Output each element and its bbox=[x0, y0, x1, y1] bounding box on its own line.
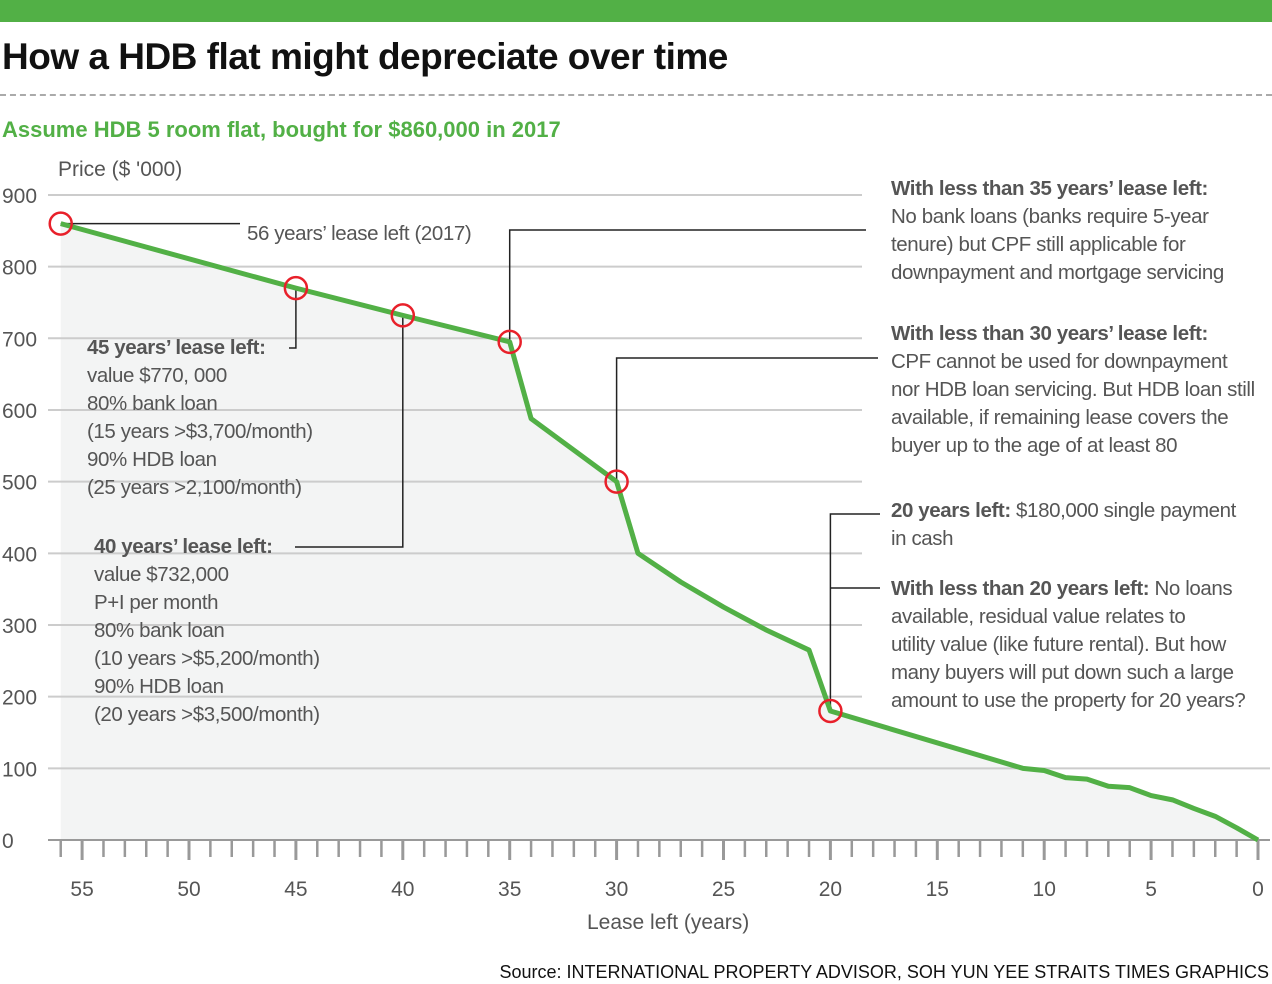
annotation-20-years: 20 years left: $180,000 single payment i… bbox=[891, 497, 1236, 553]
x-tick-label-0: 0 bbox=[1252, 878, 1264, 901]
annotation-line: tenure) but CPF still applicable for bbox=[891, 233, 1186, 256]
highlight-marker-35 bbox=[497, 329, 522, 355]
x-tick-label-10: 10 bbox=[1033, 878, 1056, 901]
y-tick-label-600: 600 bbox=[2, 400, 37, 423]
annotation-connector bbox=[289, 288, 297, 349]
annotation-line: many buyers will put down such a large bbox=[891, 661, 1234, 684]
annotation-line: nor HDB loan servicing. But HDB loan sti… bbox=[891, 378, 1255, 401]
annotation-line: amount to use the property for 20 years? bbox=[891, 689, 1246, 712]
annotation-connector bbox=[508, 229, 866, 342]
y-tick-label-400: 400 bbox=[2, 543, 37, 566]
x-tick-label-30: 30 bbox=[605, 878, 628, 901]
annotation-line: value $770, 000 bbox=[87, 364, 227, 387]
annotation-line: available, if remaining lease covers the bbox=[891, 406, 1229, 429]
top-accent-bar bbox=[0, 0, 1272, 22]
annotation-line: P+I per month bbox=[94, 591, 219, 614]
y-tick-label-700: 700 bbox=[2, 328, 37, 351]
annotation-title: 45 years’ lease left: bbox=[87, 336, 266, 359]
area-fill bbox=[60, 223, 1259, 840]
annotation-line: available, residual value relates to bbox=[891, 605, 1186, 628]
annotation-text: No loans bbox=[1149, 577, 1233, 600]
highlight-marker-45 bbox=[283, 275, 309, 301]
x-tick-label-55: 55 bbox=[70, 878, 93, 901]
y-tick-label-0: 0 bbox=[2, 830, 14, 853]
annotation-line: downpayment and mortgage servicing bbox=[891, 261, 1224, 284]
annotation-line: (10 years >$5,200/month) bbox=[94, 647, 320, 670]
annotation-text: $180,000 single payment bbox=[1010, 499, 1236, 522]
annotation-line: (25 years >2,100/month) bbox=[87, 476, 302, 499]
chart-title: How a HDB flat might depreciate over tim… bbox=[2, 36, 728, 77]
annotation-line: buyer up to the age of at least 80 bbox=[891, 434, 1178, 457]
x-tick-label-5: 5 bbox=[1145, 878, 1157, 901]
x-tick-label-50: 50 bbox=[177, 878, 200, 901]
annotation-line: 80% bank loan bbox=[87, 392, 218, 415]
annotation-line: utility value (like future rental). But … bbox=[891, 633, 1226, 656]
highlight-marker-40 bbox=[390, 303, 416, 328]
y-tick-label-200: 200 bbox=[2, 687, 37, 710]
x-tick-label-25: 25 bbox=[712, 878, 735, 901]
annotation-30-years: With less than 30 years’ lease left: CPF… bbox=[891, 320, 1255, 460]
annotation-line: value $732,000 bbox=[94, 563, 229, 586]
y-tick-label-300: 300 bbox=[2, 615, 37, 638]
annotation-40-years: 40 years’ lease left: value $732,000 P+I… bbox=[94, 533, 320, 729]
y-tick-label-500: 500 bbox=[2, 472, 37, 495]
annotation-connector bbox=[295, 315, 404, 548]
chart-subtitle: Assume HDB 5 room flat, bought for $860,… bbox=[2, 117, 561, 142]
x-axis-label: Lease left (years) bbox=[587, 911, 750, 934]
source-credit: Source: INTERNATIONAL PROPERTY ADVISOR, … bbox=[499, 962, 1269, 982]
annotation-title: 40 years’ lease left: bbox=[94, 535, 273, 558]
annotation-line: (15 years >$3,700/month) bbox=[87, 420, 313, 443]
highlight-marker-20 bbox=[818, 698, 843, 724]
x-tick-label-35: 35 bbox=[498, 878, 521, 901]
annotation-line: in cash bbox=[891, 527, 954, 550]
x-tick-label-20: 20 bbox=[819, 878, 842, 901]
highlight-marker-56 bbox=[48, 211, 73, 236]
y-tick-label-100: 100 bbox=[2, 758, 37, 781]
annotation-line: 90% HDB loan bbox=[87, 448, 217, 471]
annotation-title: 20 years left: bbox=[891, 499, 1011, 522]
annotation-line: No bank loans (banks require 5-year bbox=[891, 205, 1209, 228]
annotation-56-years: 56 years’ lease left (2017) bbox=[247, 222, 472, 245]
annotation-title: With less than 30 years’ lease left: bbox=[891, 322, 1208, 345]
divider bbox=[0, 94, 1272, 96]
annotation-title: With less than 20 years left: bbox=[891, 577, 1150, 600]
annotation-under-20-years: With less than 20 years left: No loans a… bbox=[891, 575, 1246, 715]
annotation-35-years: With less than 35 years’ lease left: No … bbox=[891, 175, 1224, 287]
annotation-connector bbox=[829, 513, 880, 711]
highlight-marker-30 bbox=[604, 469, 629, 494]
annotation-line: 80% bank loan bbox=[94, 619, 225, 642]
annotation-line: CPF cannot be used for downpayment bbox=[891, 350, 1228, 373]
annotation-line: (20 years >$3,500/month) bbox=[94, 703, 320, 726]
x-tick-label-15: 15 bbox=[926, 878, 949, 901]
y-tick-label-800: 800 bbox=[2, 257, 37, 280]
annotation-title: With less than 35 years’ lease left: bbox=[891, 177, 1208, 200]
x-tick-label-40: 40 bbox=[391, 878, 414, 901]
y-axis-label: Price ($ '000) bbox=[58, 158, 183, 181]
annotation-45-years: 45 years’ lease left: value $770, 000 80… bbox=[87, 334, 313, 502]
annotation-line: 90% HDB loan bbox=[94, 675, 224, 698]
x-tick-label-45: 45 bbox=[284, 878, 307, 901]
price-line bbox=[60, 221, 1260, 843]
annotation-connector bbox=[615, 357, 878, 482]
y-tick-label-900: 900 bbox=[2, 185, 37, 208]
